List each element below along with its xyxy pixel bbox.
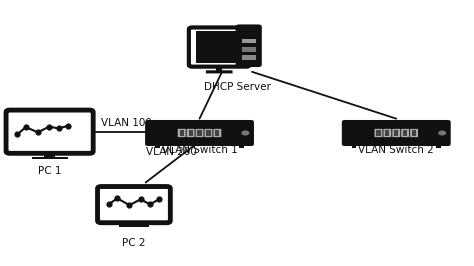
Point [146, 202, 154, 206]
FancyBboxPatch shape [215, 130, 219, 136]
FancyBboxPatch shape [394, 130, 398, 136]
FancyBboxPatch shape [237, 26, 260, 66]
Text: VLAN 200: VLAN 200 [146, 147, 197, 157]
FancyBboxPatch shape [189, 130, 193, 136]
FancyBboxPatch shape [32, 157, 67, 159]
Point [46, 124, 53, 129]
Text: VLAN Switch 2: VLAN Switch 2 [358, 145, 434, 155]
FancyBboxPatch shape [98, 186, 170, 223]
Point [55, 126, 62, 131]
Text: PC 2: PC 2 [122, 239, 146, 248]
Point [22, 125, 29, 129]
Text: DHCP Server: DHCP Server [203, 82, 271, 92]
FancyBboxPatch shape [206, 70, 233, 73]
Point [155, 197, 163, 201]
FancyBboxPatch shape [392, 129, 400, 137]
FancyBboxPatch shape [343, 121, 450, 145]
FancyBboxPatch shape [374, 129, 383, 137]
FancyBboxPatch shape [129, 221, 138, 225]
Point [137, 197, 145, 202]
Circle shape [242, 131, 249, 135]
FancyBboxPatch shape [242, 39, 256, 43]
Text: VLAN Switch 1: VLAN Switch 1 [162, 145, 237, 155]
FancyBboxPatch shape [146, 121, 253, 145]
FancyBboxPatch shape [204, 129, 212, 137]
FancyBboxPatch shape [403, 130, 407, 136]
Text: VLAN 100: VLAN 100 [101, 118, 152, 128]
Point [64, 124, 72, 128]
FancyBboxPatch shape [401, 129, 409, 137]
FancyBboxPatch shape [242, 55, 256, 60]
FancyBboxPatch shape [436, 144, 441, 148]
FancyBboxPatch shape [383, 129, 392, 137]
FancyBboxPatch shape [119, 225, 149, 227]
Point [34, 130, 42, 135]
FancyBboxPatch shape [376, 130, 381, 136]
FancyBboxPatch shape [410, 129, 418, 137]
FancyBboxPatch shape [206, 130, 210, 136]
FancyBboxPatch shape [44, 151, 55, 157]
FancyBboxPatch shape [6, 110, 93, 153]
FancyBboxPatch shape [187, 129, 195, 137]
FancyBboxPatch shape [196, 31, 243, 63]
FancyBboxPatch shape [213, 129, 221, 137]
Text: PC 1: PC 1 [38, 165, 61, 176]
FancyBboxPatch shape [412, 130, 416, 136]
FancyBboxPatch shape [178, 129, 186, 137]
FancyBboxPatch shape [385, 130, 390, 136]
Point [113, 196, 121, 201]
FancyBboxPatch shape [189, 27, 249, 67]
Point [13, 132, 21, 136]
Point [105, 202, 113, 206]
Circle shape [439, 131, 446, 135]
FancyBboxPatch shape [196, 129, 203, 137]
FancyBboxPatch shape [242, 47, 256, 52]
FancyBboxPatch shape [197, 130, 201, 136]
FancyBboxPatch shape [180, 130, 184, 136]
Point [126, 203, 133, 207]
FancyBboxPatch shape [155, 144, 160, 148]
FancyBboxPatch shape [239, 144, 244, 148]
FancyBboxPatch shape [352, 144, 356, 148]
FancyBboxPatch shape [216, 65, 222, 70]
